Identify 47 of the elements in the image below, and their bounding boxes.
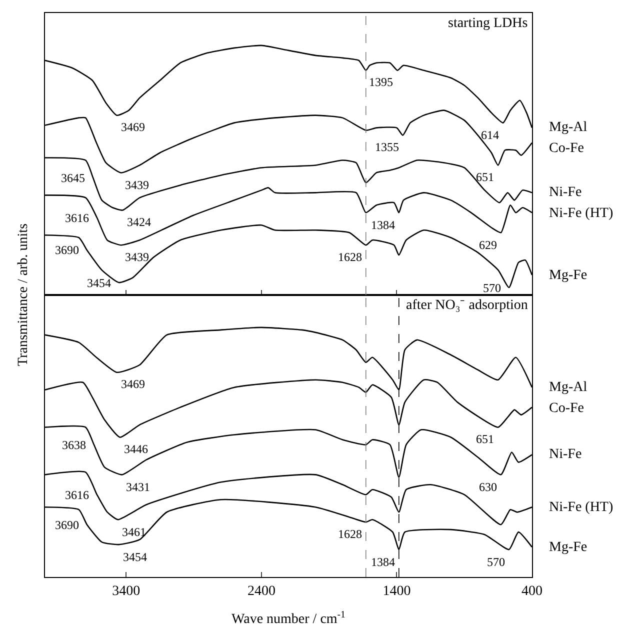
annotation: 3469 bbox=[121, 120, 145, 134]
text: after NO₃⁻ adsorption bbox=[406, 298, 528, 313]
x-tick-label: 400 bbox=[522, 584, 542, 599]
x-tick-label: 3400 bbox=[112, 584, 140, 599]
annotation: 3424 bbox=[127, 215, 151, 229]
annotation: 651 bbox=[476, 432, 494, 446]
annotation: 1384 bbox=[371, 218, 395, 232]
annotation: 3616 bbox=[65, 488, 89, 502]
annotation: 651 bbox=[476, 170, 494, 184]
annotation: 3469 bbox=[121, 377, 145, 391]
series-label: Mg-Al bbox=[549, 380, 588, 395]
annotation: 1384 bbox=[371, 555, 395, 569]
annotation: 3454 bbox=[123, 550, 147, 564]
series-label: Ni-Fe (HT) bbox=[549, 500, 614, 515]
series-label: Mg-Fe bbox=[549, 540, 588, 555]
annotation: 3645 bbox=[61, 171, 85, 185]
annotation: 629 bbox=[479, 238, 497, 252]
annotation: 3638 bbox=[62, 438, 86, 452]
annotation: 3431 bbox=[126, 480, 150, 494]
annotation: 1628 bbox=[338, 527, 362, 541]
annotation: 1355 bbox=[375, 140, 399, 154]
annotation: 1395 bbox=[369, 75, 393, 89]
series-label: Ni-Fe bbox=[549, 447, 582, 462]
annotation: 3616 bbox=[65, 211, 89, 225]
series-label: Ni-Fe (HT) bbox=[549, 206, 614, 221]
series-label: Ni-Fe bbox=[549, 185, 582, 200]
annotation: 3439 bbox=[125, 250, 149, 264]
text: starting LDHs bbox=[448, 16, 528, 31]
series-label: Mg-Al bbox=[549, 120, 588, 135]
annotation: 3690 bbox=[55, 518, 79, 532]
annotation: 1628 bbox=[338, 250, 362, 264]
annotation: 570 bbox=[483, 281, 501, 295]
annotation: 614 bbox=[481, 128, 499, 142]
series-label: Co-Fe bbox=[549, 401, 584, 416]
annotation: 570 bbox=[487, 555, 505, 569]
annotation: 3690 bbox=[55, 243, 79, 257]
annotation: 630 bbox=[479, 480, 497, 494]
x-tick-label: 2400 bbox=[247, 584, 276, 599]
annotation: 3461 bbox=[122, 525, 146, 539]
y-axis-title: Transmittance / arb. units bbox=[16, 224, 32, 366]
annotation: 3439 bbox=[125, 178, 149, 192]
annotation: 3454 bbox=[87, 276, 111, 290]
series-label: Mg-Fe bbox=[549, 268, 588, 283]
x-axis-title: Wave number / cm$^{-1}$ bbox=[232, 609, 346, 628]
annotation: 3446 bbox=[124, 442, 148, 456]
series-label: Co-Fe bbox=[549, 141, 584, 156]
x-tick-label: 1400 bbox=[382, 584, 411, 599]
